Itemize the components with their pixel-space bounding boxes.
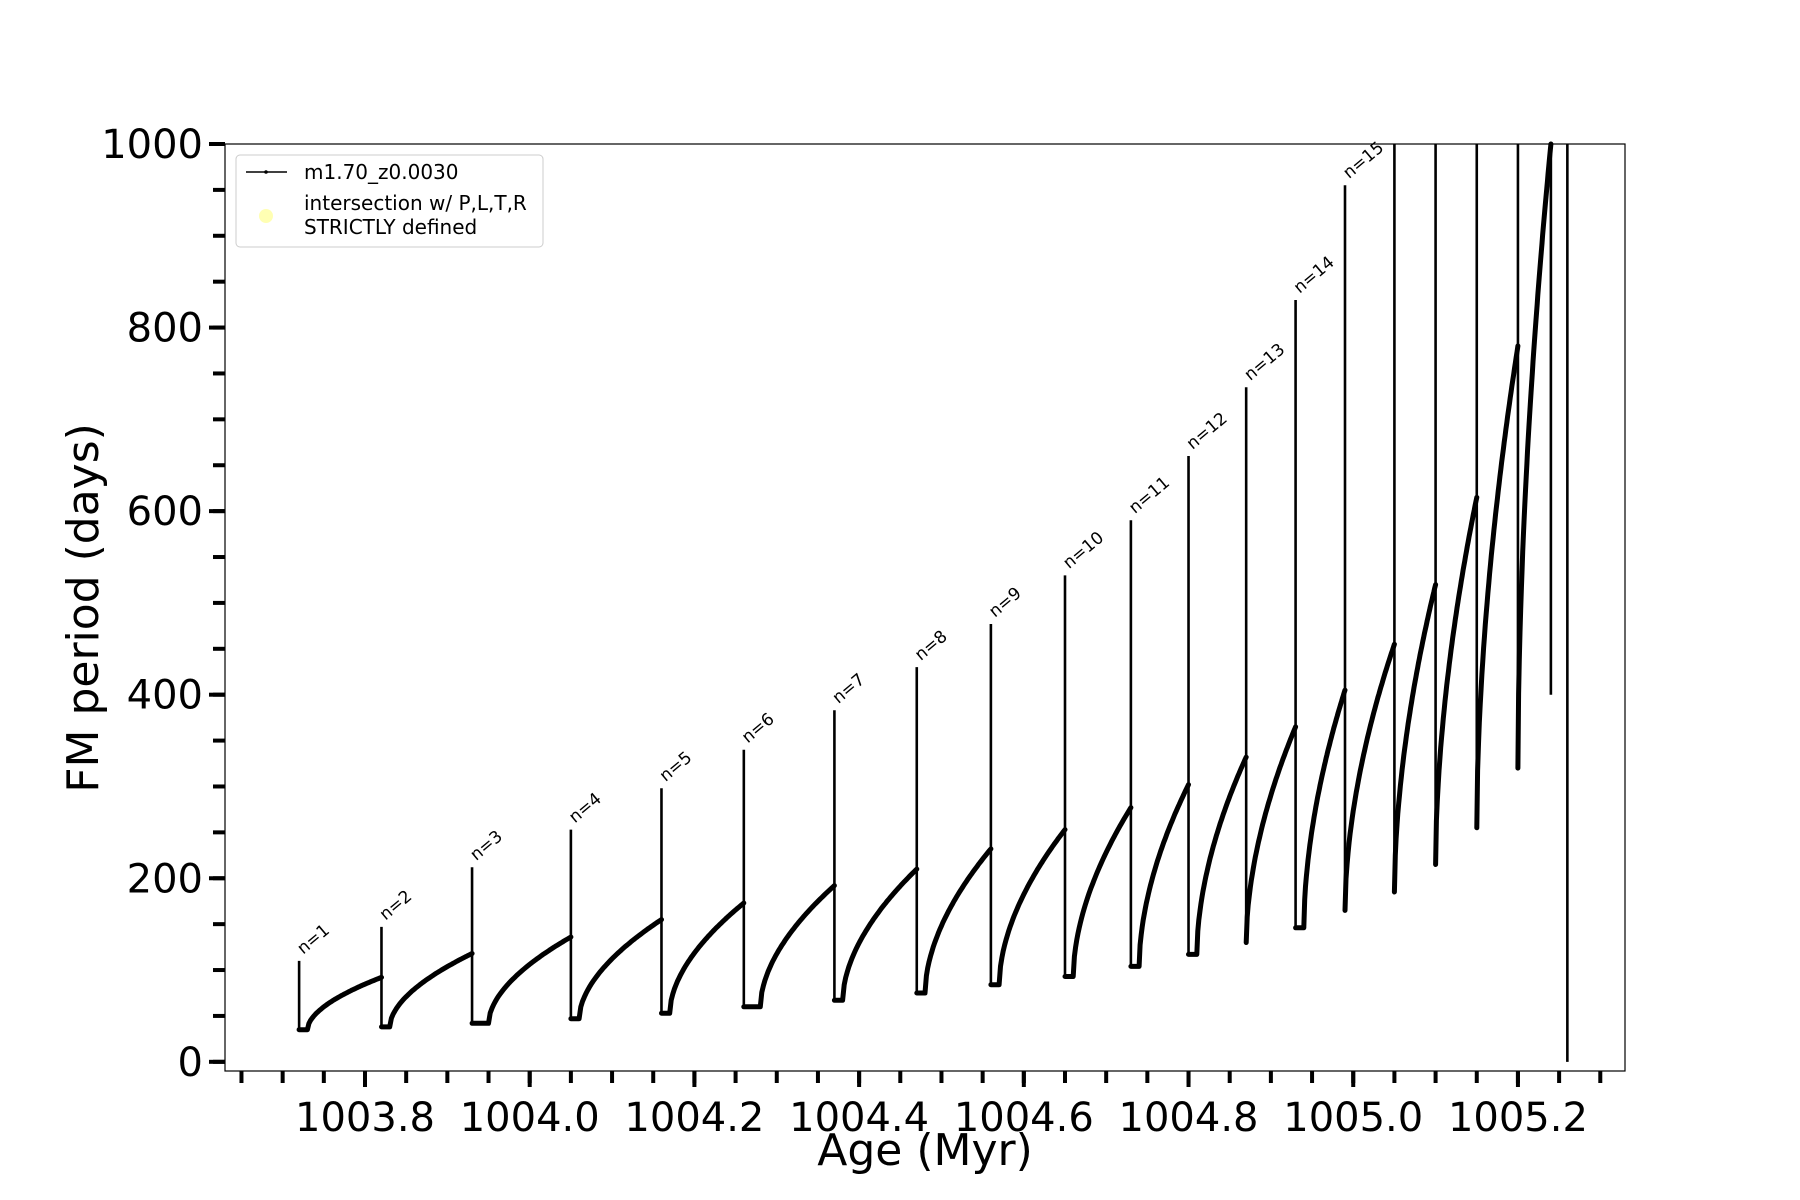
axes-frame — [224, 143, 1626, 1072]
x-tick-label: 1004.0 — [460, 1095, 600, 1141]
legend-entry-intersection-line1: intersection w/ P,L,T,R — [304, 191, 527, 215]
x-tick-label: 1005.0 — [1283, 1095, 1423, 1141]
interpulse-curve — [659, 900, 747, 1016]
x-tick-label: 1004.6 — [954, 1095, 1094, 1141]
interpulse-curve — [296, 974, 384, 1033]
x-axis-ticks: 1003.8 1004.0 1004.2 1004.4 1004.6 1004.8 1005… — [239, 1071, 1603, 1141]
interpulse-curve — [914, 846, 994, 996]
y-tick-label: 600 — [127, 489, 203, 535]
y-tick-label: 1000 — [101, 122, 203, 168]
interpulse-curve — [469, 934, 574, 1026]
legend-intersection-marker — [259, 209, 273, 223]
interpulse-curve — [1186, 754, 1249, 957]
interpulse-curve — [1293, 687, 1348, 931]
interpulse-curve — [1433, 494, 1480, 867]
legend-entry-intersection-line2: STRICTLY defined — [304, 215, 477, 239]
legend: m1.70_z0.0030 intersection w/ P,L,T,R ST… — [235, 154, 544, 248]
interpulse-curve — [1342, 641, 1397, 913]
interpulse-curve — [1128, 782, 1191, 969]
x-tick-label: 1004.8 — [1119, 1095, 1259, 1141]
y-axis-label: FM period (days) — [58, 423, 109, 793]
x-tick-label: 1004.4 — [789, 1095, 929, 1141]
interpulse-curve — [568, 917, 664, 1022]
x-axis-label: Age (Myr) — [817, 1125, 1033, 1176]
legend-box — [235, 154, 544, 248]
y-tick-label: 400 — [127, 673, 203, 719]
y-tick-label: 0 — [178, 1040, 203, 1086]
interpulse-curve — [1515, 141, 1554, 771]
interpulse-curve — [1243, 724, 1299, 945]
legend-entry-series: m1.70_z0.0030 — [304, 160, 459, 184]
interpulse-curve — [1391, 582, 1439, 895]
series-layer — [296, 141, 1569, 1062]
interpulse-curve — [1474, 343, 1521, 831]
interpulse-curve — [831, 866, 920, 1003]
x-tick-label: 1003.8 — [295, 1095, 435, 1141]
interpulse-curve — [1062, 805, 1134, 979]
interpulse-curve — [379, 951, 475, 1030]
x-tick-label: 1004.2 — [624, 1095, 764, 1141]
interpulse-curve — [741, 883, 837, 1010]
legend-dot-marker — [264, 170, 268, 174]
y-axis-ticks: 0 200 400 600 800 1000 — [101, 122, 225, 1086]
x-tick-label: 1005.2 — [1448, 1095, 1588, 1141]
y-tick-label: 200 — [127, 856, 203, 902]
interpulse-curve — [988, 827, 1068, 988]
y-tick-label: 800 — [127, 306, 203, 352]
